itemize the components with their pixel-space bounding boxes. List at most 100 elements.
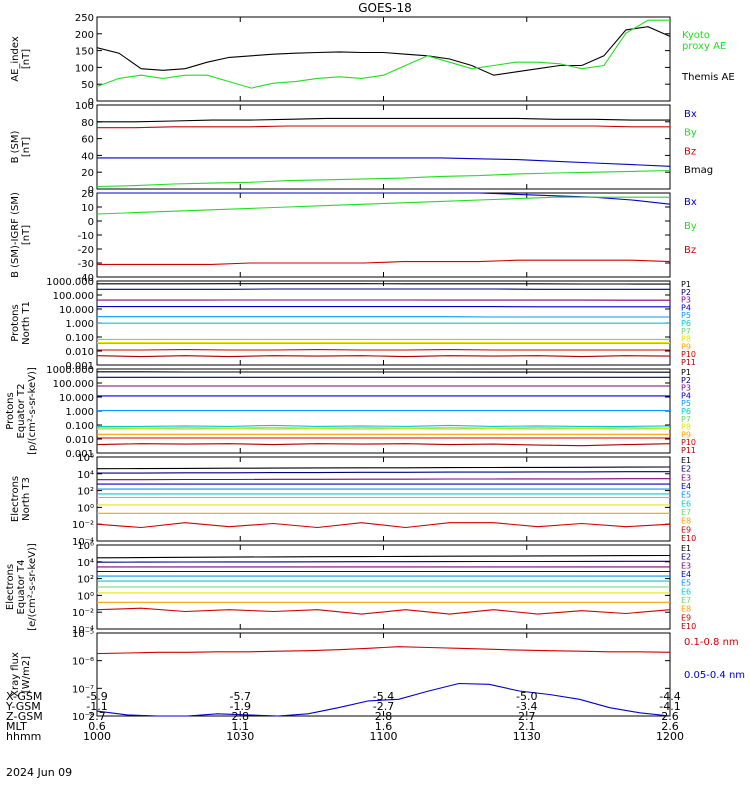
footer-row-label: Z-GSM [6,710,43,723]
panel-2: 0 20 40 60 80 100 B (SM) [nT] Bx By Bz Bmag [10,101,713,196]
y-axis-label: [nT] [21,137,32,157]
y-tick-label: 0 [88,97,94,108]
y-tick-label: 10⁻⁶ [72,657,94,668]
series-line-p8 [96,428,671,430]
legend-entry: E1 [681,456,691,465]
y-axis-label: [W/m2] [21,656,32,693]
y-tick-label: 80 [81,118,94,129]
y-tick-label: 10⁻⁴ [72,537,94,548]
y-tick-label: -10 [78,231,94,242]
y-axis-label: [nT] [21,225,32,245]
y-tick-label: 0.010 [65,347,94,358]
y-tick-label: 250 [75,13,94,24]
panel-frame [96,456,671,542]
panel-5: 0.001 0.010 0.100 1.000 10.000 100.000 1000.00… [5,365,696,460]
panel-4: 0.001 0.010 0.100 1.000 10.000 100.000 1000.00… [10,277,696,372]
footer-value: 1000 [83,730,111,743]
footer-value: 1030 [226,730,254,743]
footer-row-label: X-GSM [6,690,42,703]
series-line-0-1-0-8-nm [96,646,671,655]
footer-value: 2.6 [661,720,679,733]
footer-row-label: hhmm [6,730,41,743]
y-axis-label: [nT] [21,49,32,69]
footer-value: 1130 [513,730,541,743]
panel-3: -40 -30 -20 -10 0 10 20 B (SM)-IGRF (SM) [nT] Bx B… [10,189,697,284]
footer-value: 1.1 [232,720,250,733]
legend-entry: E5 [681,579,691,588]
legend-entry: E9 [681,613,691,622]
legend-entry: Bz [684,146,696,157]
y-axis-label: Equator T2 [16,384,27,439]
y-tick-label: 10⁻² [72,520,94,531]
series-line-e10 [96,522,671,529]
legend-entry: Bx [684,197,697,208]
legend-entry: By [684,128,697,139]
y-axis-label: B (SM) [10,130,21,163]
y-tick-label: 10.000 [59,393,94,404]
y-tick-label: 10⁴ [77,470,94,481]
footer-date: 2024 Jun 09 [6,766,72,779]
y-tick-label: 0 [88,185,94,196]
y-tick-label: 0.001 [65,361,94,372]
series-line-e1 [96,466,671,470]
legend-entry: P10 [681,350,696,359]
legend-entry: E7 [681,596,691,605]
legend-entry: P2 [681,288,691,297]
y-tick-label: 0.010 [65,435,94,446]
legend-entry: P9 [681,342,691,351]
y-tick-label: -40 [78,273,94,284]
y-tick-label: 20 [81,189,94,200]
footer-ephemeris: X-GSM -5.9 -5.7 -5.4 -5.0 -4.4 Y-GSM -1.1 -1.9 -2… [5,690,684,743]
legend-entry: E8 [681,517,691,526]
legend-entry: P4 [681,303,691,312]
footer-value: -4.1 [659,700,680,713]
y-tick-label: 100.000 [53,291,94,302]
y-tick-label: 100.000 [53,379,94,390]
y-axis-label: AE_index [10,36,21,82]
legend-entry: E6 [681,499,691,508]
y-tick-label: 60 [81,135,94,146]
footer-value: -4.4 [659,690,680,703]
y-tick-label: 10⁻² [72,608,94,619]
y-axis-label: Protons [5,392,16,429]
legend-entry: P9 [681,430,691,439]
series-line-kyoto-proxy-ae [96,19,670,89]
legend-entry: E3 [681,561,691,570]
footer-value: 2.6 [661,710,679,723]
legend-entry: P10 [681,438,696,447]
legend-entry: E10 [681,622,696,631]
legend-entry: E4 [681,570,691,579]
legend-entry: E10 [681,534,696,543]
y-axis-label: Protons [10,304,21,341]
legend-entry: E6 [681,587,691,596]
series-line-by [96,169,671,188]
y-tick-label: 10⁶ [77,541,94,552]
y-tick-label: -20 [78,245,94,256]
legend-entry: P5 [681,311,691,320]
y-tick-label: 1000.000 [46,365,94,376]
y-tick-label: 10⁰ [77,503,94,514]
y-tick-label: 10⁶ [77,453,94,464]
y-tick-label: 0.100 [65,421,94,432]
y-tick-label: 20 [81,168,94,179]
footer-value: 1100 [370,730,398,743]
legend-entry: E9 [681,525,691,534]
footer-value: -1.9 [230,700,251,713]
y-tick-label: 200 [75,30,94,41]
series-line-e1 [96,554,671,559]
y-tick-label: 10⁻⁵ [72,629,94,640]
y-tick-label: 1.000 [65,407,94,418]
y-tick-label: 1.000 [65,319,94,330]
y-tick-label: 10⁴ [77,558,94,569]
footer-value: -5.9 [86,690,107,703]
y-axis-label: B (SM)-IGRF (SM) [10,192,21,278]
legend-entry: Bz [684,245,696,256]
y-tick-label: 0.100 [65,333,94,344]
y-axis-label: [p/(cm²-s-sr-keV)] [27,367,38,455]
plot-title: GOES-18 [358,1,412,15]
series-line-e2 [96,560,670,563]
